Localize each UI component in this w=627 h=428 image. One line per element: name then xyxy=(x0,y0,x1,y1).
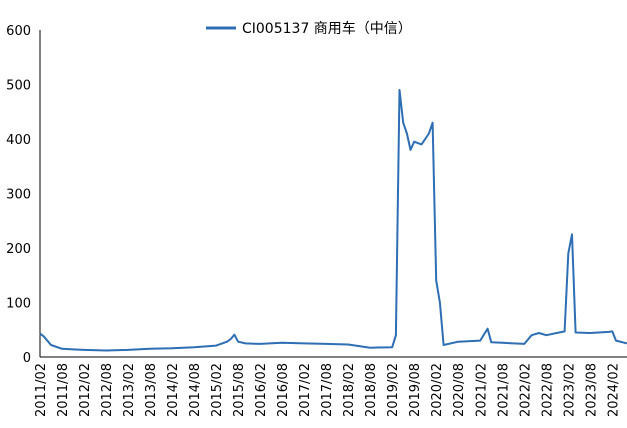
x-tick-label: 2019/08 xyxy=(408,363,423,417)
legend: CI005137 商用车（中信） xyxy=(206,20,412,37)
x-tick-label: 2013/02 xyxy=(122,363,137,417)
y-tick-label: 500 xyxy=(6,79,31,94)
series-layer xyxy=(39,88,627,352)
series-line xyxy=(39,88,627,352)
x-tick-labels: 2011/02 2011/08 2012/02 2012/08 2013/02 2013/… xyxy=(34,363,621,417)
y-tick-label: 300 xyxy=(6,188,31,203)
x-tick-label: 2016/02 xyxy=(254,363,269,417)
x-tick-label: 2021/08 xyxy=(496,363,511,417)
x-tick-label: 2014/02 xyxy=(166,363,181,417)
x-tick-label: 2022/02 xyxy=(518,363,533,417)
x-tick-label: 2014/08 xyxy=(188,363,203,417)
y-tick-label: 100 xyxy=(6,297,31,312)
x-tick-label: 2015/08 xyxy=(232,363,247,417)
x-tick-label: 2012/08 xyxy=(100,363,115,417)
x-tick-label: 2011/02 xyxy=(34,363,49,417)
x-tick-label: 2019/02 xyxy=(386,363,401,417)
x-tick-label: 2018/08 xyxy=(364,363,379,417)
y-tick-label: 600 xyxy=(6,24,31,39)
y-tick-labels: 0 100 200 300 400 500 600 xyxy=(6,24,31,366)
y-tick-label: 400 xyxy=(6,133,31,148)
x-tick-label: 2017/02 xyxy=(298,363,313,417)
x-tick-label: 2024/02 xyxy=(606,363,621,417)
x-tick-label: 2021/02 xyxy=(474,363,489,417)
legend-label: CI005137 商用车（中信） xyxy=(242,20,412,37)
x-tick-label: 2013/08 xyxy=(144,363,159,417)
x-tick-label: 2022/08 xyxy=(540,363,555,417)
y-tick-label: 200 xyxy=(6,242,31,257)
x-tick-label: 2020/08 xyxy=(452,363,467,417)
x-tick-label: 2016/08 xyxy=(276,363,291,417)
x-tick-label: 2017/08 xyxy=(320,363,335,417)
x-tick-label: 2023/02 xyxy=(562,363,577,417)
y-tick-label: 0 xyxy=(23,351,31,366)
x-tick-label: 2012/02 xyxy=(78,363,93,417)
x-tick-label: 2015/02 xyxy=(210,363,225,417)
x-tick-label: 2018/02 xyxy=(342,363,357,417)
x-tick-label: 2020/02 xyxy=(430,363,445,417)
x-tick-label: 2023/08 xyxy=(584,363,599,417)
x-tick-label: 2011/08 xyxy=(56,363,71,417)
